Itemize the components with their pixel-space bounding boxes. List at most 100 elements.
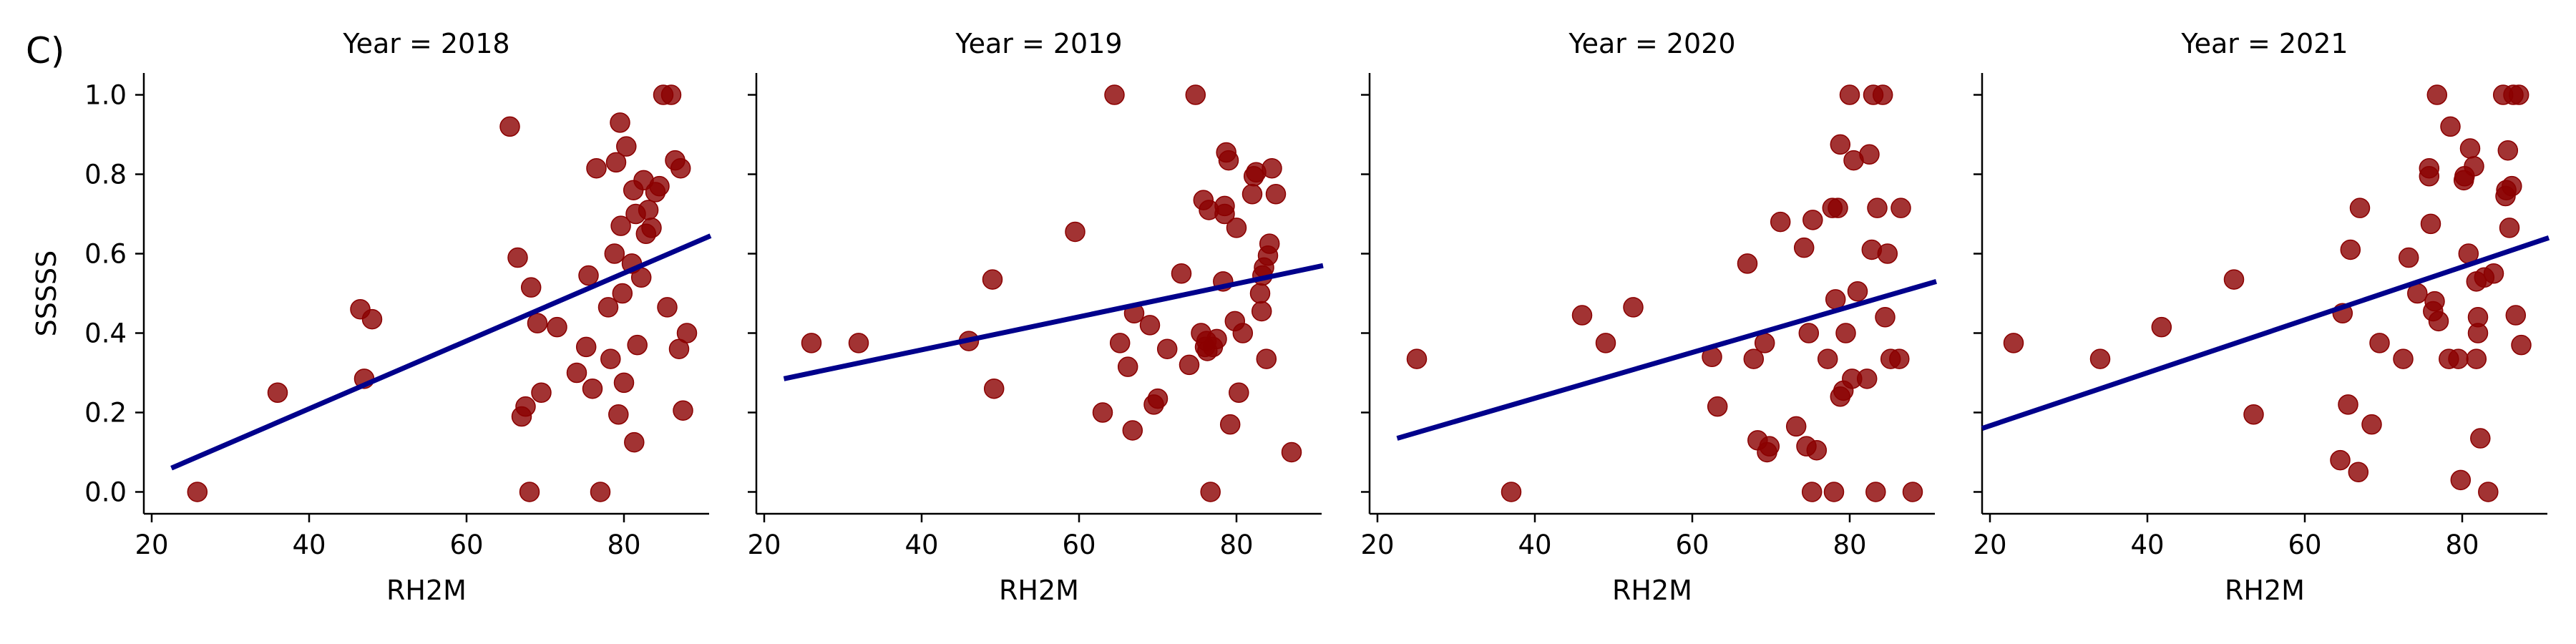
data-point: [2338, 394, 2358, 415]
data-point: [531, 382, 552, 403]
data-point: [1754, 333, 1775, 353]
data-point: [267, 382, 288, 403]
data-point: [590, 482, 611, 502]
data-point: [2511, 334, 2532, 356]
data-point: [499, 116, 520, 137]
regression-line: [1396, 278, 1937, 441]
data-point: [187, 482, 208, 502]
data-point: [1226, 218, 1247, 238]
data-point: [1770, 211, 1791, 233]
data-point: [1759, 436, 1780, 457]
data-point: [1179, 354, 1200, 376]
data-point: [2151, 316, 2172, 338]
y-tick-label: 1.0: [84, 80, 127, 111]
panel-title: Year = 2021: [2180, 28, 2348, 59]
x-axis-label: RH2M: [2225, 575, 2305, 606]
data-point: [1743, 348, 1765, 369]
data-point: [1839, 84, 1860, 105]
data-point: [1122, 420, 1143, 441]
data-point: [604, 243, 625, 264]
data-point: [1092, 402, 1113, 423]
data-point: [2003, 333, 2024, 353]
data-point: [515, 396, 536, 417]
data-point: [2223, 269, 2245, 290]
data-point: [578, 265, 599, 286]
data-point: [1571, 305, 1593, 326]
data-point: [1214, 195, 1235, 217]
data-point: [597, 297, 619, 318]
data-point: [2499, 218, 2520, 238]
data-point: [2393, 348, 2414, 369]
data-point: [1806, 439, 1828, 461]
data-point: [1265, 184, 1287, 205]
data-point: [1262, 157, 1282, 179]
data-point: [1171, 263, 1192, 284]
data-point: [586, 157, 607, 179]
x-tick-label: 20: [1973, 530, 2006, 560]
facet-panel: Year = 2021 20 40 60 80 RH2M: [1973, 28, 2550, 606]
x-tick-label: 60: [449, 530, 483, 560]
data-point: [1875, 307, 1896, 328]
data-point: [676, 323, 698, 343]
data-point: [1889, 348, 1910, 369]
data-point: [1256, 348, 1277, 369]
data-point: [520, 277, 542, 298]
data-point: [2369, 333, 2390, 353]
data-point: [2428, 311, 2449, 332]
data-point: [2450, 469, 2472, 491]
data-point: [2398, 247, 2419, 268]
data-point: [507, 247, 528, 268]
data-point: [361, 308, 383, 330]
data-point: [2459, 138, 2481, 159]
data-point: [605, 152, 627, 173]
data-point: [1865, 482, 1886, 502]
data-point: [1825, 289, 1846, 310]
data-point: [1793, 237, 1815, 258]
data-point: [1200, 482, 1221, 502]
data-point: [2340, 239, 2361, 260]
data-point: [1232, 323, 1254, 343]
data-point: [983, 378, 1005, 399]
x-tick-label: 80: [607, 530, 640, 560]
data-point: [1823, 482, 1845, 502]
data-point: [1817, 348, 1838, 369]
data-point: [1501, 482, 1522, 502]
data-point: [2467, 323, 2489, 343]
data-point: [670, 157, 691, 179]
data-point: [1835, 323, 1856, 343]
data-point: [801, 333, 822, 353]
data-point: [613, 372, 635, 394]
y-tick-label: 0.8: [84, 160, 127, 190]
x-tick-label: 80: [1219, 530, 1253, 560]
data-point: [1830, 134, 1851, 155]
data-point: [649, 175, 670, 197]
facet-panels: Year = 2018 0.0 0.2 0.4 0.6 0.8 1.0 20 40 60 80 RH2…: [31, 28, 2550, 606]
data-point: [2348, 462, 2369, 482]
data-point: [566, 362, 587, 384]
data-point: [610, 215, 631, 236]
data-point: [1229, 382, 1249, 403]
x-tick-label: 60: [1675, 530, 1709, 560]
data-point: [1206, 328, 1227, 350]
data-point: [627, 334, 648, 356]
data-point: [1856, 369, 1878, 389]
x-tick-label: 60: [1062, 530, 1096, 560]
x-tick-label: 20: [1360, 530, 1394, 560]
data-point: [2505, 305, 2527, 326]
data-point: [519, 482, 540, 502]
data-point: [1139, 315, 1161, 336]
data-point: [610, 112, 630, 133]
data-point: [1406, 348, 1428, 369]
x-tick-label: 60: [2288, 530, 2321, 560]
y-tick-label: 0.4: [84, 318, 127, 348]
data-point: [608, 404, 629, 425]
data-point: [2470, 428, 2491, 449]
data-point: [1867, 197, 1888, 218]
x-tick-label: 80: [1833, 530, 1866, 560]
x-axis-label: RH2M: [386, 575, 467, 606]
facet-panel: Year = 2020 20 40 60 80 RH2M: [1360, 28, 1937, 606]
data-point: [1737, 253, 1758, 274]
data-point: [1877, 243, 1898, 264]
data-point: [616, 136, 637, 157]
